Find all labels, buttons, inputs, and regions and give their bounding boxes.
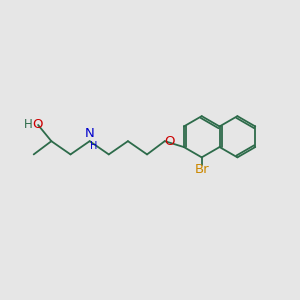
Text: H: H xyxy=(90,141,98,151)
Text: O: O xyxy=(32,118,43,131)
Text: Br: Br xyxy=(194,163,209,176)
Text: O: O xyxy=(164,135,174,148)
Text: N: N xyxy=(85,127,94,140)
Text: H: H xyxy=(24,118,33,131)
